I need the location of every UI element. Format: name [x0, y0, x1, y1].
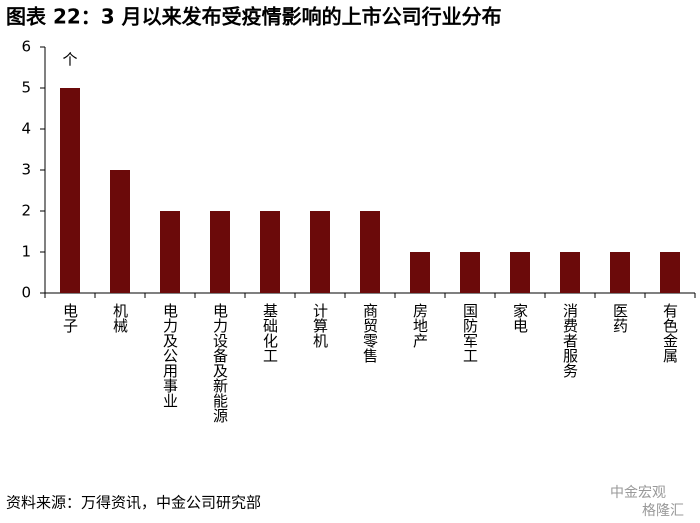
x-tick-label: 机械: [111, 303, 129, 333]
bar: [60, 88, 80, 293]
bar: [260, 211, 280, 293]
x-tick-label: 消费者服务: [561, 303, 579, 379]
bar: [510, 252, 530, 293]
x-tick-label: 医药: [611, 303, 629, 334]
y-tick-label: 1: [21, 243, 31, 261]
x-tick-label: 商贸零售: [361, 303, 379, 363]
bar: [160, 211, 180, 293]
y-tick-label: 2: [21, 202, 31, 220]
x-tick-label: 房地产: [411, 303, 429, 348]
y-tick-label: 5: [21, 79, 31, 97]
x-tick-label: 有色金属: [661, 303, 679, 363]
watermark: 中金宏观: [610, 485, 666, 501]
y-tick-label: 4: [21, 120, 31, 138]
y-tick-label: 0: [21, 284, 31, 302]
y-tick-label: 6: [21, 38, 31, 56]
bar: [410, 252, 430, 293]
bar: [110, 170, 130, 293]
watermark: 格隆汇: [642, 503, 684, 519]
bar: [210, 211, 230, 293]
x-tick-label: 电子: [61, 303, 79, 333]
x-tick-label: 国防军工: [461, 303, 479, 363]
x-tick-label: 家电: [511, 303, 529, 333]
bar: [560, 252, 580, 293]
unit-label: 个: [62, 51, 77, 69]
x-tick-label: 计算机: [311, 303, 329, 349]
chart-title: 图表 22：3 月以来发布受疫情影响的上市公司行业分布: [6, 5, 502, 29]
source-note: 资料来源：万得资讯，中金公司研究部: [6, 494, 261, 512]
bar: [360, 211, 380, 293]
y-tick-label: 3: [21, 161, 31, 179]
bar: [460, 252, 480, 293]
bar: [660, 252, 680, 293]
bar: [310, 211, 330, 293]
x-tick-label: 电力设备及新能源: [211, 303, 229, 423]
x-tick-label: 基础化工: [261, 303, 279, 363]
x-tick-label: 电力及公用事业: [161, 303, 179, 408]
bar: [610, 252, 630, 293]
